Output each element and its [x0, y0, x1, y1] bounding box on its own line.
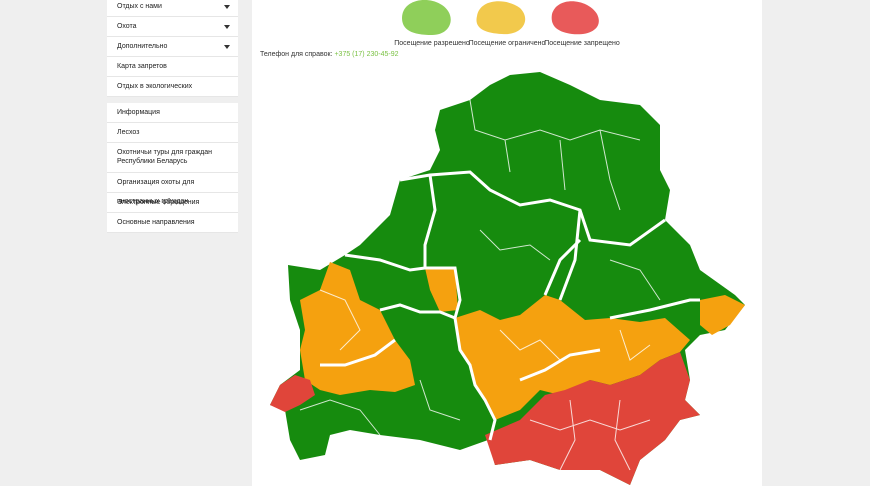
region-orange: [425, 268, 458, 312]
menu-label: Карта запретов: [117, 63, 167, 70]
contact-label: Телефон для справок:: [260, 51, 333, 58]
menu-label: Информация: [117, 109, 160, 116]
menu-item[interactable]: Охота: [107, 17, 238, 37]
arrow: [224, 25, 230, 29]
menu-item[interactable]: Основные направления: [107, 213, 238, 233]
menu-label: Охота: [117, 23, 137, 30]
legend-label: Посещение ограничено: [468, 40, 546, 47]
menu-item[interactable]: Карта запретов: [107, 57, 238, 77]
menu-item[interactable]: Электронные обращения: [107, 193, 238, 213]
legend-label: Посещение запрещено: [544, 40, 620, 47]
arrow: [224, 45, 230, 49]
region-orange: [455, 295, 690, 420]
district-borders: [299, 99, 661, 471]
phone[interactable]: +375 (17) 230-45-92: [334, 51, 399, 58]
menu-item[interactable]: Организация охоты для иностранных гражда…: [107, 173, 238, 205]
arrow: [224, 5, 230, 9]
menu-item[interactable]: Информация: [107, 103, 238, 123]
menu-label: Электронные обращения: [117, 199, 200, 206]
menu-item[interactable]: Дополнительно: [107, 37, 238, 57]
contact: Телефон для справок: +375 (17) 230-45-92: [260, 51, 399, 58]
menu-item[interactable]: Лесхоз: [107, 123, 238, 143]
main-panel: Посещение разрешено Посещение ограничено…: [252, 0, 762, 486]
menu-main: Отдых с нами Охота Дополнительно Карта з…: [107, 0, 238, 109]
menu-info: Информация Лесхоз Охотничьи туры для гра…: [107, 103, 238, 233]
legend-blob-yellow: [476, 1, 526, 35]
region-red: [485, 352, 700, 485]
menu-item[interactable]: Охотничьи туры для граждан Республики Бе…: [107, 143, 238, 173]
menu-label: Дополнительно: [117, 43, 168, 50]
menu-item[interactable]: Отдых с нами: [107, 0, 238, 17]
menu-label: Лесхоз: [117, 129, 140, 136]
legend-blob-green: [402, 0, 451, 35]
menu-label: Организация охоты для иностранных гражда…: [117, 179, 195, 205]
legend-blob-red: [551, 1, 599, 35]
region-orange: [300, 262, 415, 395]
menu-label: Охотничьи туры для граждан Республики Бе…: [117, 149, 213, 165]
map: [270, 0, 745, 485]
menu-label: Основные направления: [117, 219, 195, 226]
menu-item[interactable]: Отдых в экологических комплексах: [107, 77, 238, 109]
region-orange: [700, 295, 745, 335]
region-red: [270, 375, 315, 412]
menu-label: Отдых с нами: [117, 3, 162, 10]
legend-label: Посещение разрешено: [394, 40, 470, 47]
oblast-borders: [320, 170, 700, 441]
